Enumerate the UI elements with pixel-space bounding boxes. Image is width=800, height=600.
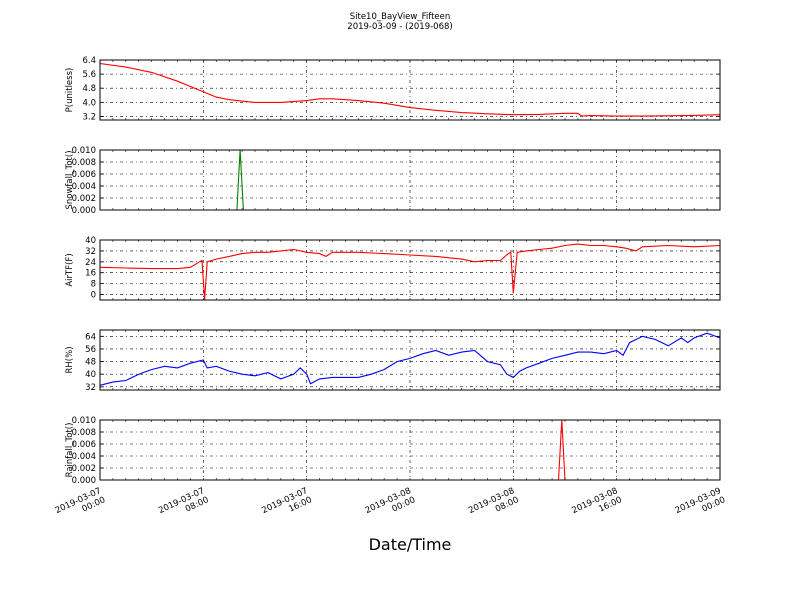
y-axis-label: Snowfall_Tot() [65,150,75,209]
y-tick-label: 32 [85,247,96,257]
y-tick-label: 64 [85,332,96,342]
y-tick-label: 5.6 [82,70,96,80]
y-tick-label: 0.008 [72,428,96,438]
y-tick-label: 32 [85,383,96,393]
y-tick-label: 0.008 [72,158,96,168]
panel-2: 0.010 0.008 0.006 0.004 0.002 0.000Snowfall_T… [65,146,721,216]
y-tick-label: 0.000 [72,476,96,486]
series-line [99,243,721,301]
y-tick-label: 4.0 [82,98,96,108]
y-tick-label: 24 [85,258,96,268]
y-tick-label: 0.002 [72,464,96,474]
panel-1: 6.4 5.6 4.8 4.0 3.2 P(unitless) [65,56,721,122]
series-line [99,332,721,386]
y-tick-label: 0.006 [72,170,96,180]
y-tick-label: 6.4 [82,56,96,66]
y-tick-label: 3.2 [82,112,96,122]
y-tick-label: 48 [85,358,96,368]
y-tick-label: 40 [85,236,96,246]
y-axis-label: RH(%) [65,346,75,373]
panel-5: 0.010 0.008 0.006 0.004 0.002 0.000Rainfall_T… [65,416,721,486]
chart-title: Site10_BayView_Fifteen [350,12,451,22]
y-tick-label: 0.006 [72,440,96,450]
y-axis-label: P(unitless) [65,68,75,113]
panel-4: 64 56 48 40 32 RH(%) [65,329,721,393]
y-tick-label: 0.000 [72,206,96,216]
y-tick-label: 0.004 [72,452,96,462]
y-axis-label: Rainfall_Tot() [65,423,75,478]
y-tick-label: 8 [91,280,96,290]
y-tick-label: 40 [85,370,96,380]
series-line [99,62,721,117]
panels: 6.4 5.6 4.8 4.0 3.2 P(unitless) 0.010 0.008 0.00… [65,56,721,486]
y-tick-label: 4.8 [82,84,96,94]
y-tick-label: 0.002 [72,194,96,204]
y-tick-label: 56 [85,345,96,355]
y-tick-label: 0.010 [72,146,96,156]
y-tick-label: 0 [91,291,96,301]
x-axis-label: Date/Time [369,535,452,554]
chart-subtitle: 2019-03-09 - (2019-068) [347,22,452,32]
y-axis-label: AirTF(F) [65,253,75,286]
y-tick-label: 16 [85,269,96,279]
y-tick-label: 0.010 [72,416,96,426]
y-tick-label: 0.004 [72,182,96,192]
